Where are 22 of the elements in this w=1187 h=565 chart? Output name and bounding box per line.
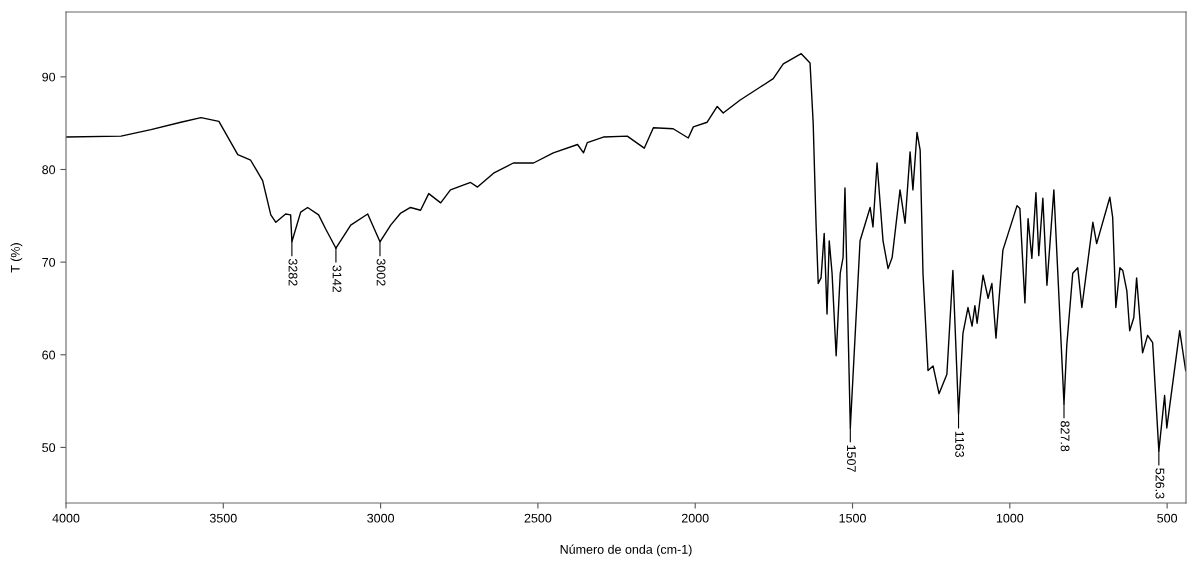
x-tick-label: 2000	[681, 513, 709, 523]
annotation: 3142	[332, 265, 342, 293]
annotation: 1163	[955, 431, 965, 458]
x-tick-label: 3500	[209, 513, 237, 523]
annotation: 827.8	[1060, 421, 1070, 452]
y-tick-label: 70	[42, 257, 56, 267]
x-tick-label: 4000	[52, 513, 80, 523]
annotation: 526.3	[1155, 468, 1165, 499]
annotation: 3002	[376, 258, 386, 286]
y-tick-label: 80	[42, 165, 56, 175]
x-tick-label: 3000	[367, 513, 395, 523]
x-axis-title: Número de onda (cm-1)	[560, 544, 692, 557]
y-axis-title: T (%)	[10, 243, 23, 273]
x-tick-label: 500	[1157, 513, 1178, 523]
y-tick-label: 50	[42, 443, 56, 453]
y-tick-label: 90	[42, 72, 56, 82]
x-tick-label: 2500	[524, 513, 552, 523]
y-tick-label: 60	[42, 350, 56, 360]
annotation: 3282	[288, 258, 298, 286]
x-tick-label: 1000	[996, 513, 1024, 523]
annotation: 1507	[846, 445, 856, 472]
x-tick-label: 1500	[839, 513, 866, 523]
